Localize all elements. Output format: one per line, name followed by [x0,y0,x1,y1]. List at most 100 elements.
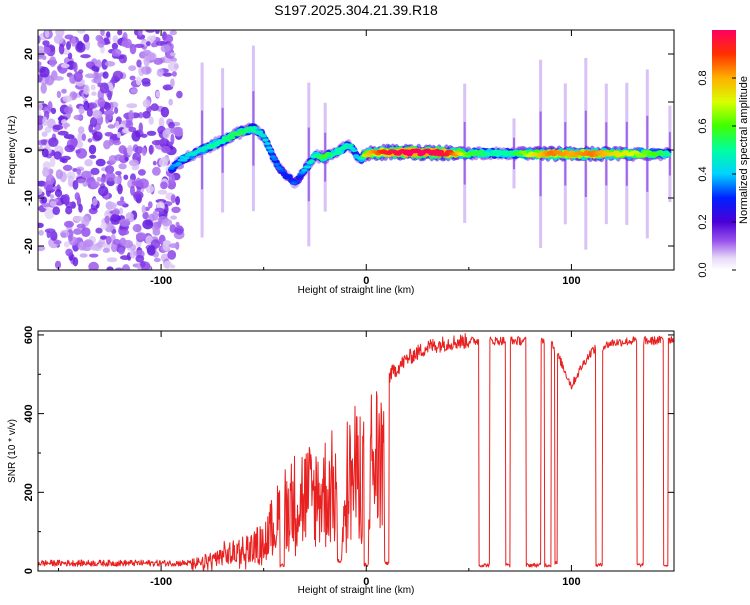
x-tick-label: 0 [363,576,369,588]
noise-blob [134,30,139,36]
noise-blob [130,88,138,94]
noise-blob [175,196,181,206]
noise-blob [83,100,90,111]
noise-blob [40,139,48,145]
noise-blob [128,126,137,133]
noise-blob [155,139,166,145]
noise-blob [92,198,98,206]
ridge-cell [229,136,236,140]
noise-blob [98,185,109,197]
noise-blob [85,40,91,51]
noise-blob [65,206,73,215]
y-tick-label: -20 [23,238,35,254]
noise-blob [141,147,147,156]
noise-blob [155,90,160,98]
noise-blob [64,220,74,228]
noise-blob [168,98,173,106]
ridge-cell [293,180,301,184]
noise-blob [44,208,55,220]
ridge-cell [269,155,277,159]
y-tick-label: 20 [23,48,35,60]
noise-blob [112,140,122,146]
noise-blob [170,215,178,220]
noise-blob [134,43,145,49]
ridge-cell [199,148,206,152]
noise-blob [97,39,105,48]
noise-blob [83,84,90,95]
noise-blob [107,124,116,129]
noise-blob [72,180,79,190]
noise-blob [73,62,78,73]
noise-blob [75,42,86,53]
noise-blob [100,177,107,184]
noise-blob [114,106,119,114]
colorbar-ticks: 0.0 0.2 0.4 0.6 0.8 [697,70,736,278]
noise-blob [106,31,111,38]
noise-blob [88,261,99,270]
noise-blob [47,101,53,112]
noise-blob [84,159,93,167]
noise-blob [87,138,93,143]
noise-blob [161,218,173,227]
noise-blob [77,178,86,184]
noise-blob [42,116,48,127]
noise-blob [125,120,134,129]
noise-blob [38,123,44,131]
noise-blob [53,151,62,160]
noise-blob [156,220,162,228]
noise-blob [72,257,79,267]
noise-blob [81,133,87,141]
noise-blob [134,146,144,154]
noise-blob [48,237,59,249]
noise-blob [62,164,73,171]
noise-blob [132,191,144,200]
noise-blob [118,163,127,170]
noise-blob [92,110,103,119]
noise-blob [107,89,112,101]
noise-blob [162,240,170,252]
noise-blob [44,30,50,38]
noise-blob [62,194,70,204]
noise-blob [52,124,64,131]
noise-blob [112,208,120,216]
y-tick-label: 0 [23,568,35,574]
ridge-cell [520,150,528,154]
noise-blob [49,56,57,68]
noise-blob [71,36,77,47]
noise-blob [61,88,67,94]
noise-blob [162,129,170,139]
noise-blob [44,75,55,86]
noise-blob [42,167,50,178]
noise-blob [135,76,142,86]
noise-blob [112,238,121,245]
ridge-cell [273,162,280,166]
noise-blob [122,239,134,249]
noise-blob [118,207,124,215]
ridge-cell [351,149,358,153]
noise-blob [139,260,146,268]
noise-blob [155,30,160,35]
noise-blob [49,200,57,207]
noise-blob [131,130,141,142]
spectrogram-x-axis-label: Height of straight line (km) [298,285,415,296]
noise-blob [84,73,96,79]
ridge-cell [304,165,312,169]
noise-blob [135,232,147,240]
noise-blob [76,168,82,175]
noise-blob [112,35,119,44]
noise-blob [141,204,146,214]
ridge-cell [308,159,315,163]
colorbar-label: Normalized spectral amplitude [738,76,750,224]
noise-blob [119,229,130,236]
noise-blob [41,203,52,208]
x-tick-label: 0 [363,275,369,287]
noise-blob [156,68,165,77]
noise-blob [111,48,122,57]
noise-blob [40,82,47,94]
noise-blob [75,149,81,154]
noise-blob [157,189,168,195]
noise-blob [54,189,63,198]
noise-blob [62,95,73,103]
noise-blob [150,103,159,112]
